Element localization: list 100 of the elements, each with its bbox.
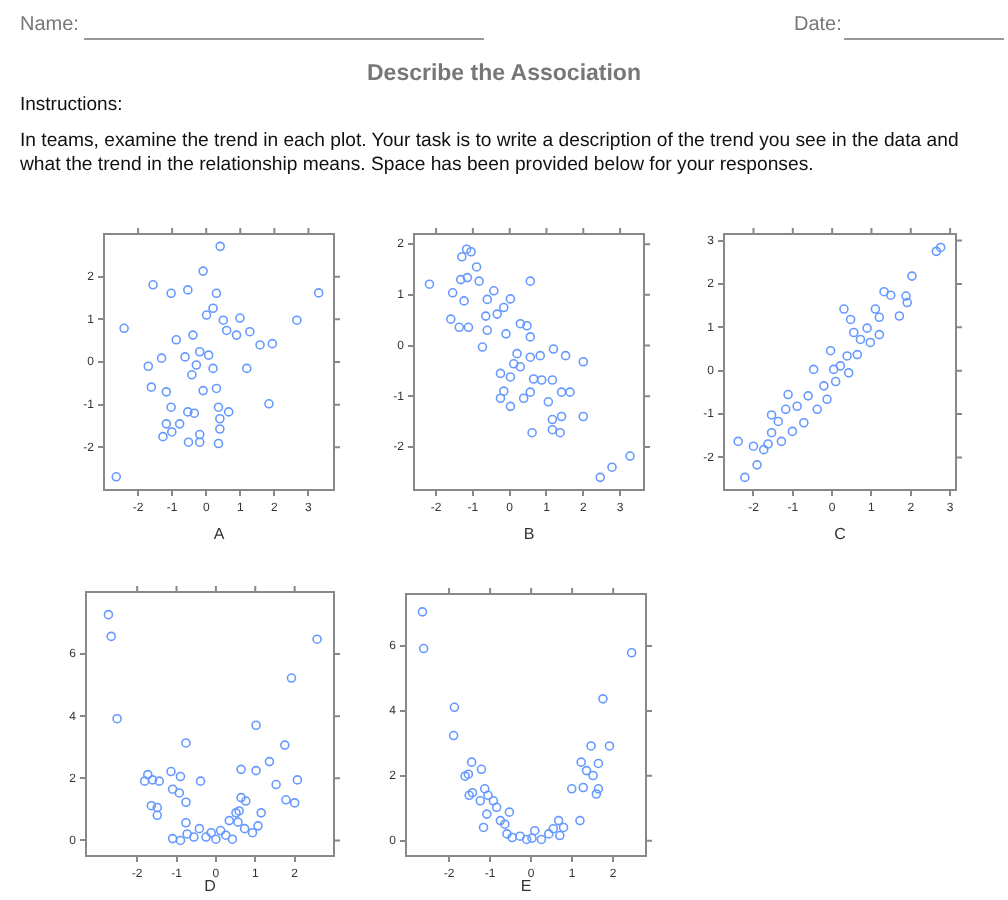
point: [865, 337, 876, 348]
point: [839, 304, 849, 314]
point: [183, 285, 193, 295]
point: [547, 414, 558, 425]
text: In teams, examine the trend in each plot. Your task is to write a description of the trend you see in the data and what the trend in the relationship means. Space has been provided below for your responses.: [20, 130, 961, 178]
point: [595, 472, 606, 483]
point: [879, 286, 889, 297]
point: [874, 312, 885, 323]
point: [527, 427, 537, 438]
point: [558, 822, 569, 833]
point: [211, 834, 221, 845]
point: [588, 770, 598, 781]
point: [740, 472, 750, 483]
point: [935, 242, 946, 253]
point: [495, 393, 506, 404]
point: [166, 288, 176, 299]
point: [874, 329, 885, 340]
point: [578, 782, 589, 793]
point: [180, 352, 190, 362]
point: [830, 376, 841, 387]
point: [845, 314, 856, 325]
point: [471, 262, 482, 272]
point: [271, 779, 281, 790]
point: [776, 436, 787, 447]
point: [515, 831, 525, 841]
point: [247, 827, 258, 838]
point: [181, 738, 191, 748]
point: [224, 815, 235, 826]
point: [161, 387, 172, 397]
point: [792, 401, 802, 412]
point: [498, 386, 509, 396]
point: [236, 792, 246, 803]
point: [799, 417, 809, 428]
point: [555, 427, 565, 438]
point: [183, 437, 194, 448]
point: [835, 361, 846, 371]
point: [535, 350, 546, 361]
point: [183, 407, 193, 417]
point: [752, 460, 762, 470]
point: [139, 776, 150, 786]
point: [555, 830, 565, 841]
point: [449, 702, 460, 713]
point: [604, 741, 615, 751]
point: [474, 276, 484, 286]
point: [862, 323, 872, 333]
point: [166, 402, 176, 413]
point: [842, 351, 852, 361]
point: [221, 325, 232, 336]
point: [253, 821, 263, 831]
point: [152, 810, 163, 821]
point: [448, 730, 459, 741]
point: [498, 302, 509, 313]
point: [885, 290, 896, 300]
point: [758, 444, 769, 455]
point: [292, 315, 302, 325]
point: [525, 352, 536, 362]
point: [227, 834, 238, 845]
x-axis-title: D: [204, 876, 217, 895]
point: [547, 375, 558, 385]
point: [182, 829, 192, 839]
point: [489, 285, 499, 296]
point: [626, 647, 637, 658]
point: [289, 798, 300, 808]
point: [477, 342, 488, 352]
point: [902, 297, 913, 308]
point: [281, 794, 291, 805]
point: [255, 340, 265, 350]
point: [233, 817, 243, 827]
point: [156, 353, 167, 363]
point: [578, 411, 589, 422]
point: [147, 775, 158, 785]
point: [158, 431, 168, 442]
x-axis-title: C: [834, 524, 847, 543]
text: Name:: [20, 14, 79, 36]
point: [843, 368, 854, 378]
point: [536, 834, 547, 845]
point: [766, 410, 777, 420]
point: [495, 368, 506, 379]
point: [454, 322, 465, 333]
point: [518, 393, 529, 404]
point: [515, 318, 526, 329]
point: [748, 441, 759, 451]
point: [215, 241, 225, 252]
point: [223, 407, 234, 417]
point: [479, 784, 490, 794]
point: [527, 833, 537, 843]
point: [189, 408, 200, 418]
point: [907, 271, 917, 281]
point: [464, 790, 474, 801]
point: [213, 402, 224, 413]
point: [828, 364, 839, 375]
point: [505, 401, 516, 412]
point: [505, 294, 516, 304]
point: [855, 334, 866, 345]
point: [174, 419, 185, 429]
point: [565, 387, 575, 397]
point: [808, 364, 819, 375]
point: [521, 834, 532, 845]
point: [198, 266, 208, 276]
point: [187, 370, 197, 380]
